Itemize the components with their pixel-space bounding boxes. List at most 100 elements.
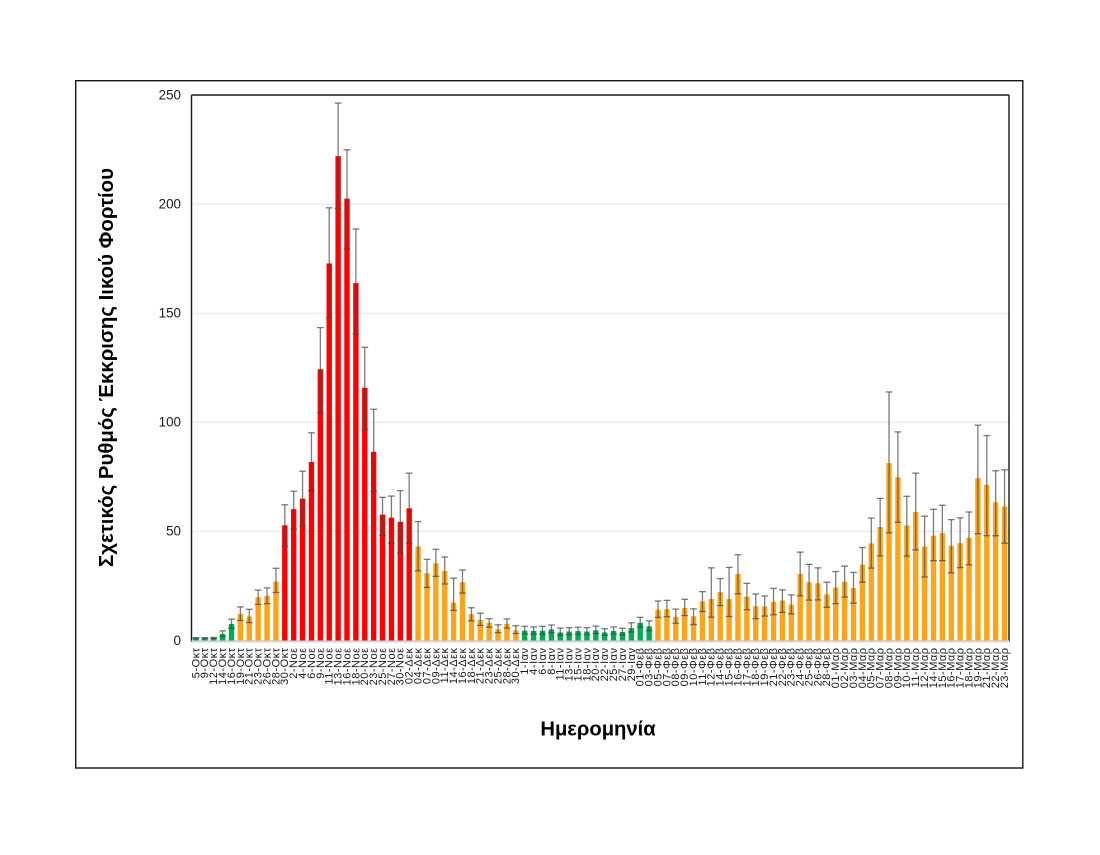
svg-text:11-Δεκ: 11-Δεκ: [439, 648, 451, 684]
svg-text:16-Οκτ: 16-Οκτ: [226, 647, 238, 684]
svg-text:14-Φεβ: 14-Φεβ: [715, 648, 727, 687]
svg-text:20-Νοε: 20-Νοε: [359, 648, 371, 686]
svg-text:16-Δεκ: 16-Δεκ: [457, 648, 469, 685]
svg-text:07-Δεκ: 07-Δεκ: [421, 648, 433, 685]
svg-text:100: 100: [159, 415, 181, 430]
svg-text:02-Δεκ: 02-Δεκ: [404, 648, 416, 685]
svg-text:29-Ιαν: 29-Ιαν: [626, 648, 638, 682]
svg-text:5-Οκτ: 5-Οκτ: [190, 647, 202, 678]
svg-text:13-Ιαν: 13-Ιαν: [564, 648, 576, 682]
svg-text:28-Δεκ: 28-Δεκ: [501, 648, 513, 685]
svg-text:18-Ιαν: 18-Ιαν: [581, 648, 593, 682]
svg-text:22-Ιαν: 22-Ιαν: [599, 648, 611, 682]
svg-text:4-Νοε: 4-Νοε: [297, 648, 309, 679]
svg-text:23-Δεκ: 23-Δεκ: [484, 648, 496, 685]
svg-text:23-Οκτ: 23-Οκτ: [253, 647, 265, 684]
svg-text:30-Οκτ: 30-Οκτ: [279, 647, 291, 684]
svg-text:08-Μαρ: 08-Μαρ: [883, 648, 895, 689]
svg-text:09-Φεβ: 09-Φεβ: [679, 648, 691, 687]
svg-text:19-Φεβ: 19-Φεβ: [759, 648, 771, 687]
svg-text:26-Οκτ: 26-Οκτ: [261, 647, 273, 684]
svg-text:14-Δεκ: 14-Δεκ: [448, 648, 460, 685]
svg-text:6-Νοε: 6-Νοε: [306, 648, 318, 679]
svg-text:21-Φεβ: 21-Φεβ: [768, 648, 780, 687]
svg-text:15-Μαρ: 15-Μαρ: [937, 648, 949, 689]
svg-text:11-Ιαν: 11-Ιαν: [555, 648, 567, 681]
svg-text:12-Μαρ: 12-Μαρ: [919, 648, 931, 689]
svg-text:25-Ιαν: 25-Ιαν: [608, 648, 620, 682]
svg-text:23-Φεβ: 23-Φεβ: [786, 648, 798, 687]
svg-text:19-Οκτ: 19-Οκτ: [235, 647, 247, 684]
svg-text:0: 0: [174, 633, 181, 648]
svg-text:05-Φεβ: 05-Φεβ: [652, 648, 664, 687]
svg-text:2-Νοε: 2-Νοε: [288, 648, 300, 679]
svg-text:10-Μαρ: 10-Μαρ: [901, 648, 913, 689]
svg-text:07-Μαρ: 07-Μαρ: [875, 648, 887, 689]
svg-text:12-Φεβ: 12-Φεβ: [706, 648, 718, 687]
svg-text:18-Φεβ: 18-Φεβ: [750, 648, 762, 687]
svg-text:Σχετικός Ρυθμός Έκκρισης Ιικού: Σχετικός Ρυθμός Έκκρισης Ιικού Φορτίου: [96, 168, 118, 567]
svg-text:13-Νοε: 13-Νοε: [333, 648, 345, 686]
svg-text:09-Μαρ: 09-Μαρ: [892, 648, 904, 689]
svg-text:23-Μαρ: 23-Μαρ: [999, 648, 1011, 689]
svg-text:150: 150: [159, 306, 181, 321]
svg-text:03-Φεβ: 03-Φεβ: [644, 648, 656, 687]
svg-text:21-Οκτ: 21-Οκτ: [244, 647, 256, 684]
svg-text:18-Δεκ: 18-Δεκ: [466, 648, 478, 685]
svg-text:9-Νοε: 9-Νοε: [315, 648, 327, 679]
svg-text:25-Φεβ: 25-Φεβ: [803, 648, 815, 687]
svg-text:01-Μαρ: 01-Μαρ: [830, 648, 842, 689]
svg-text:15-Φεβ: 15-Φεβ: [724, 648, 736, 687]
svg-text:16-Νοε: 16-Νοε: [341, 648, 353, 686]
svg-text:03-Μαρ: 03-Μαρ: [848, 648, 860, 689]
svg-text:10-Φεβ: 10-Φεβ: [688, 648, 700, 687]
svg-text:18-Νοε: 18-Νοε: [350, 648, 362, 686]
svg-text:16-Μαρ: 16-Μαρ: [946, 648, 958, 689]
svg-text:28-Οκτ: 28-Οκτ: [270, 647, 282, 684]
svg-text:11-Φεβ: 11-Φεβ: [697, 648, 709, 686]
svg-text:26-Φεβ: 26-Φεβ: [812, 648, 824, 687]
svg-text:08-Φεβ: 08-Φεβ: [670, 648, 682, 687]
svg-text:Ημερομηνία: Ημερομηνία: [540, 718, 656, 740]
svg-text:04-Δεκ: 04-Δεκ: [412, 648, 424, 685]
svg-text:18-Μαρ: 18-Μαρ: [963, 648, 975, 689]
svg-text:20-Ιαν: 20-Ιαν: [590, 648, 602, 682]
svg-text:6-Ιαν: 6-Ιαν: [537, 648, 549, 675]
svg-text:21-Δεκ: 21-Δεκ: [475, 648, 487, 685]
svg-text:8-Ιαν: 8-Ιαν: [546, 648, 558, 675]
svg-text:27-Ιαν: 27-Ιαν: [617, 648, 629, 682]
svg-text:04-Μαρ: 04-Μαρ: [857, 648, 869, 689]
svg-text:17-Φεβ: 17-Φεβ: [741, 648, 753, 687]
svg-text:05-Μαρ: 05-Μαρ: [866, 648, 878, 689]
svg-text:4-Ιαν: 4-Ιαν: [528, 648, 540, 675]
svg-text:14-Μαρ: 14-Μαρ: [928, 648, 940, 689]
svg-text:28-Φεβ: 28-Φεβ: [821, 648, 833, 687]
svg-text:22-Φεβ: 22-Φεβ: [777, 648, 789, 687]
svg-text:14-Οκτ: 14-Οκτ: [217, 647, 229, 684]
svg-text:07-Φεβ: 07-Φεβ: [661, 648, 673, 687]
svg-text:16-Φεβ: 16-Φεβ: [732, 648, 744, 687]
svg-text:25-Νοε: 25-Νοε: [377, 648, 389, 686]
svg-text:17-Μαρ: 17-Μαρ: [955, 648, 967, 689]
svg-text:15-Ιαν: 15-Ιαν: [572, 648, 584, 682]
svg-text:30-Δεκ: 30-Δεκ: [510, 648, 522, 685]
svg-text:1-Ιαν: 1-Ιαν: [519, 648, 531, 675]
svg-text:25-Δεκ: 25-Δεκ: [492, 648, 504, 685]
svg-text:250: 250: [159, 87, 181, 102]
svg-text:22-Μαρ: 22-Μαρ: [990, 648, 1002, 689]
svg-text:50: 50: [166, 524, 181, 539]
svg-text:21-Μαρ: 21-Μαρ: [981, 648, 993, 689]
svg-text:09-Δεκ: 09-Δεκ: [430, 648, 442, 685]
svg-text:30-Νοε: 30-Νοε: [395, 648, 407, 686]
svg-text:9-Οκτ: 9-Οκτ: [199, 647, 211, 678]
svg-text:23-Νοε: 23-Νοε: [368, 648, 380, 686]
svg-text:11-Μαρ: 11-Μαρ: [910, 648, 922, 688]
svg-text:19-Μαρ: 19-Μαρ: [972, 648, 984, 689]
svg-text:01-Φεβ: 01-Φεβ: [635, 648, 647, 687]
svg-text:24-Φεβ: 24-Φεβ: [795, 648, 807, 687]
svg-text:12-Οκτ: 12-Οκτ: [208, 647, 220, 684]
svg-text:200: 200: [159, 196, 181, 211]
svg-text:11-Νοε: 11-Νοε: [324, 648, 336, 685]
svg-text:27-Νοε: 27-Νοε: [386, 648, 398, 686]
svg-text:02-Μαρ: 02-Μαρ: [839, 648, 851, 689]
